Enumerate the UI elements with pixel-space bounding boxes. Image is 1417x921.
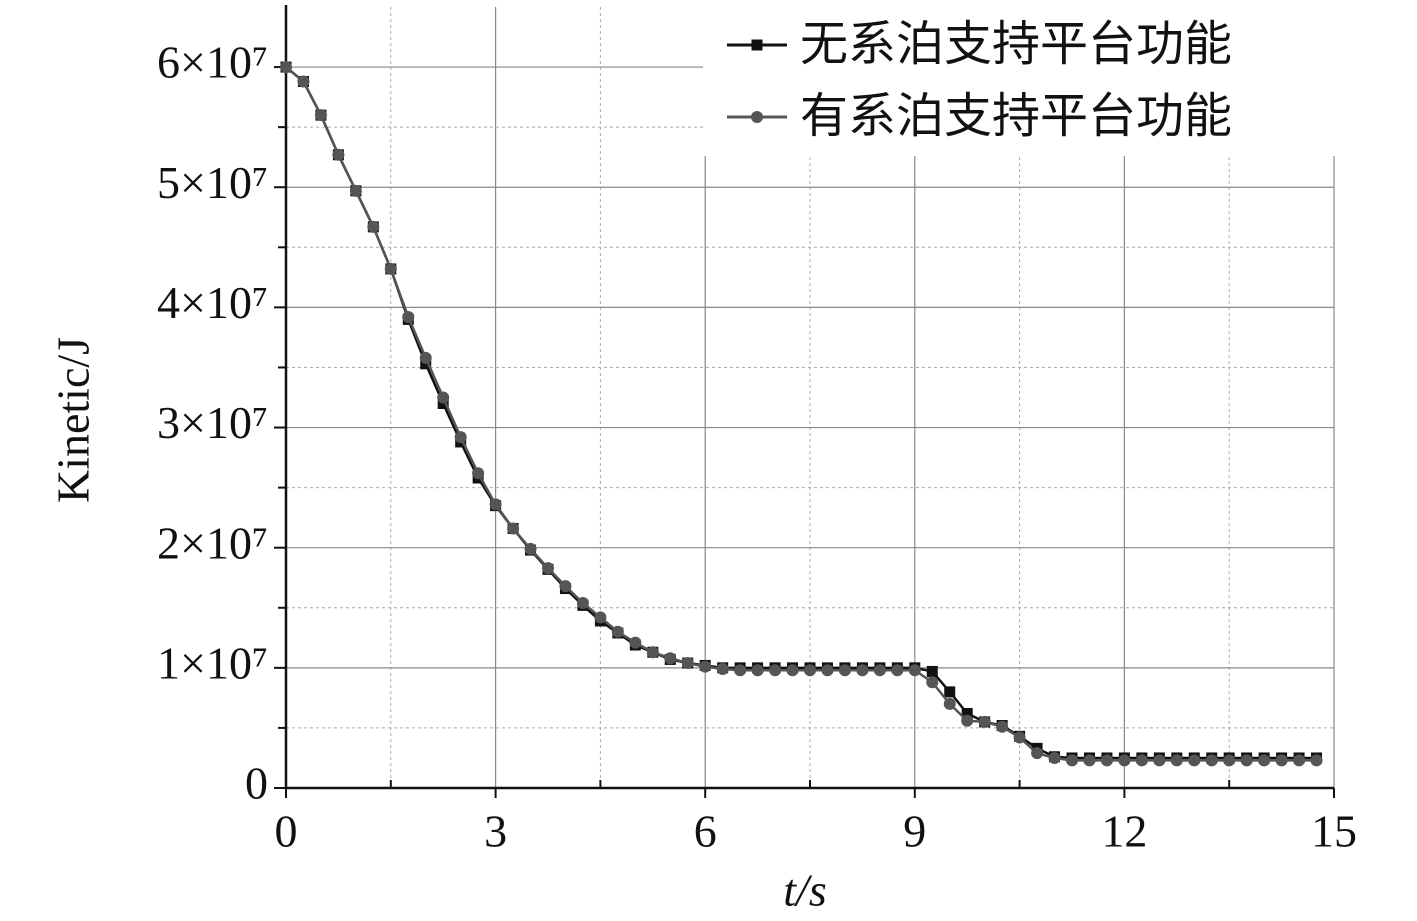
point [944, 686, 956, 698]
point [1083, 754, 1096, 767]
point [437, 398, 449, 410]
point [1153, 754, 1166, 767]
point [1118, 754, 1131, 767]
point [314, 109, 327, 122]
point [769, 664, 782, 677]
y-tick-label: 5×10⁷ [157, 157, 268, 208]
series-line [285, 66, 1317, 762]
point [1310, 754, 1323, 767]
legend-marker [751, 111, 763, 123]
point [542, 562, 554, 575]
point [1100, 754, 1113, 767]
point [891, 664, 904, 677]
point [437, 391, 450, 404]
x-tick-label: 3 [484, 806, 507, 857]
point [419, 351, 432, 364]
legend-marker [751, 39, 763, 51]
point [611, 625, 624, 638]
point [1275, 754, 1288, 767]
point [559, 580, 572, 593]
point [472, 467, 485, 480]
y-tick-label: 0 [245, 758, 268, 809]
y-axis-title: Kinetic/J [48, 337, 99, 503]
point [507, 522, 520, 535]
point [1066, 754, 1078, 767]
point [1048, 751, 1061, 764]
point [1188, 754, 1201, 767]
point [1013, 731, 1026, 744]
point [402, 310, 415, 323]
series-line [285, 66, 1317, 760]
point [681, 657, 694, 670]
point [576, 596, 589, 609]
point [873, 664, 886, 677]
point [367, 220, 380, 233]
x-tick-label: 9 [903, 806, 926, 857]
y-tick-label: 6×10⁷ [157, 37, 268, 88]
point [926, 676, 939, 689]
point [1031, 747, 1044, 760]
point [926, 665, 938, 677]
point [838, 664, 851, 677]
point [1205, 754, 1218, 767]
series [280, 61, 1323, 767]
point [821, 664, 834, 677]
point [332, 148, 345, 161]
point [716, 663, 729, 676]
point [804, 664, 816, 677]
x-tick-label: 6 [694, 806, 717, 857]
legend-label: 有系泊支持平台功能 [800, 88, 1232, 144]
point [420, 358, 432, 370]
point [1170, 754, 1183, 767]
point [489, 498, 502, 511]
point [978, 715, 991, 728]
y-tick-label: 3×10⁷ [157, 397, 268, 448]
point [961, 714, 974, 727]
point [629, 636, 642, 649]
point [856, 664, 869, 677]
x-axis-title: t/s [783, 865, 826, 916]
point [280, 61, 292, 74]
point [786, 664, 799, 677]
point [699, 660, 712, 673]
point [297, 75, 310, 88]
point [1135, 754, 1148, 767]
x-tick-label: 15 [1311, 806, 1357, 857]
point [943, 697, 956, 710]
point [1258, 754, 1271, 767]
point [454, 431, 467, 444]
point [1240, 754, 1253, 767]
point [646, 646, 659, 659]
series [280, 61, 1323, 764]
point [664, 652, 677, 665]
point [961, 708, 973, 720]
point [594, 611, 607, 624]
point [996, 720, 1009, 733]
y-tick-label: 1×10⁷ [157, 637, 268, 688]
point [751, 664, 764, 677]
x-tick-label: 0 [275, 806, 298, 857]
point [1293, 754, 1306, 767]
point [524, 542, 537, 555]
y-tick-label: 2×10⁷ [157, 517, 268, 568]
point [384, 262, 397, 275]
point [1223, 754, 1236, 767]
legend-label: 无系泊支持平台功能 [800, 16, 1232, 72]
point [349, 184, 362, 197]
legend-box [703, 0, 1336, 156]
y-tick-label: 4×10⁷ [157, 277, 268, 328]
point [908, 664, 921, 677]
x-tick-label: 12 [1101, 806, 1147, 857]
point [734, 664, 747, 677]
